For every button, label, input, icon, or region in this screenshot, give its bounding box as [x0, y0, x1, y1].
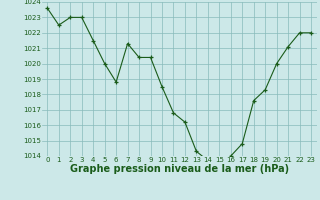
X-axis label: Graphe pression niveau de la mer (hPa): Graphe pression niveau de la mer (hPa) — [70, 164, 289, 174]
